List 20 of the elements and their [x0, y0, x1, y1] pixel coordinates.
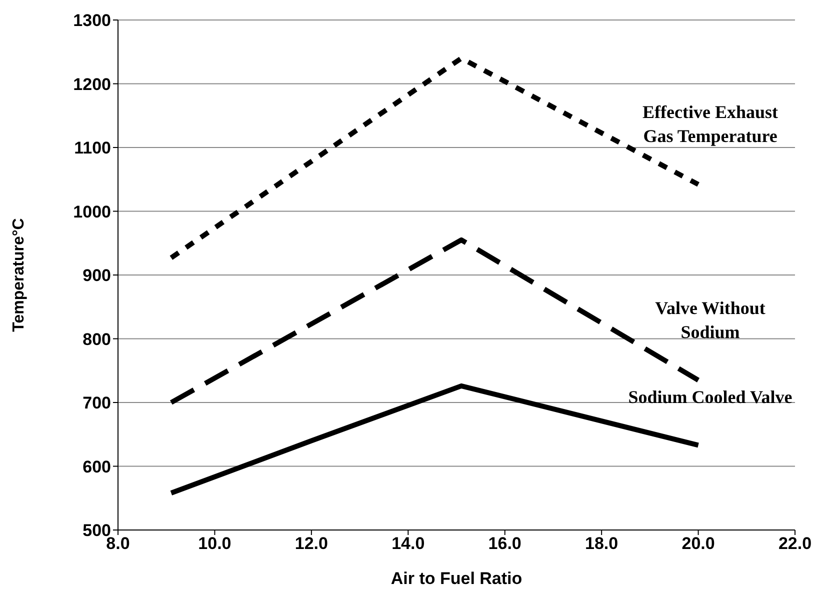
x-tick-label: 20.0: [682, 534, 715, 554]
series-label: Valve Without Sodium: [654, 296, 766, 344]
y-tick-label: 700: [82, 394, 111, 413]
series-label: Effective Exhaust Gas Temperature: [642, 100, 780, 148]
x-axis-title: Air to Fuel Ratio: [390, 569, 522, 588]
series-label: Sodium Cooled Valve: [627, 386, 794, 409]
x-tick-label: 10.0: [198, 534, 232, 554]
y-tick-label: 1000: [73, 202, 111, 222]
y-tick-label: 1300: [73, 11, 111, 30]
y-tick-label: 900: [82, 266, 111, 286]
x-tick-label: 12.0: [294, 534, 328, 554]
y-tick-label: 600: [82, 457, 111, 476]
y-tick-label: 1100: [74, 138, 111, 158]
x-tick-label: 22.0: [778, 534, 812, 554]
y-tick-label: 800: [82, 330, 111, 349]
y-axis-title: Temperature°C: [10, 218, 28, 332]
y-tick-label: 1200: [73, 74, 111, 94]
x-tick-label: 14.0: [392, 534, 425, 554]
x-tick-label: 18.0: [585, 534, 618, 554]
x-tick-label: 16.0: [488, 534, 522, 554]
